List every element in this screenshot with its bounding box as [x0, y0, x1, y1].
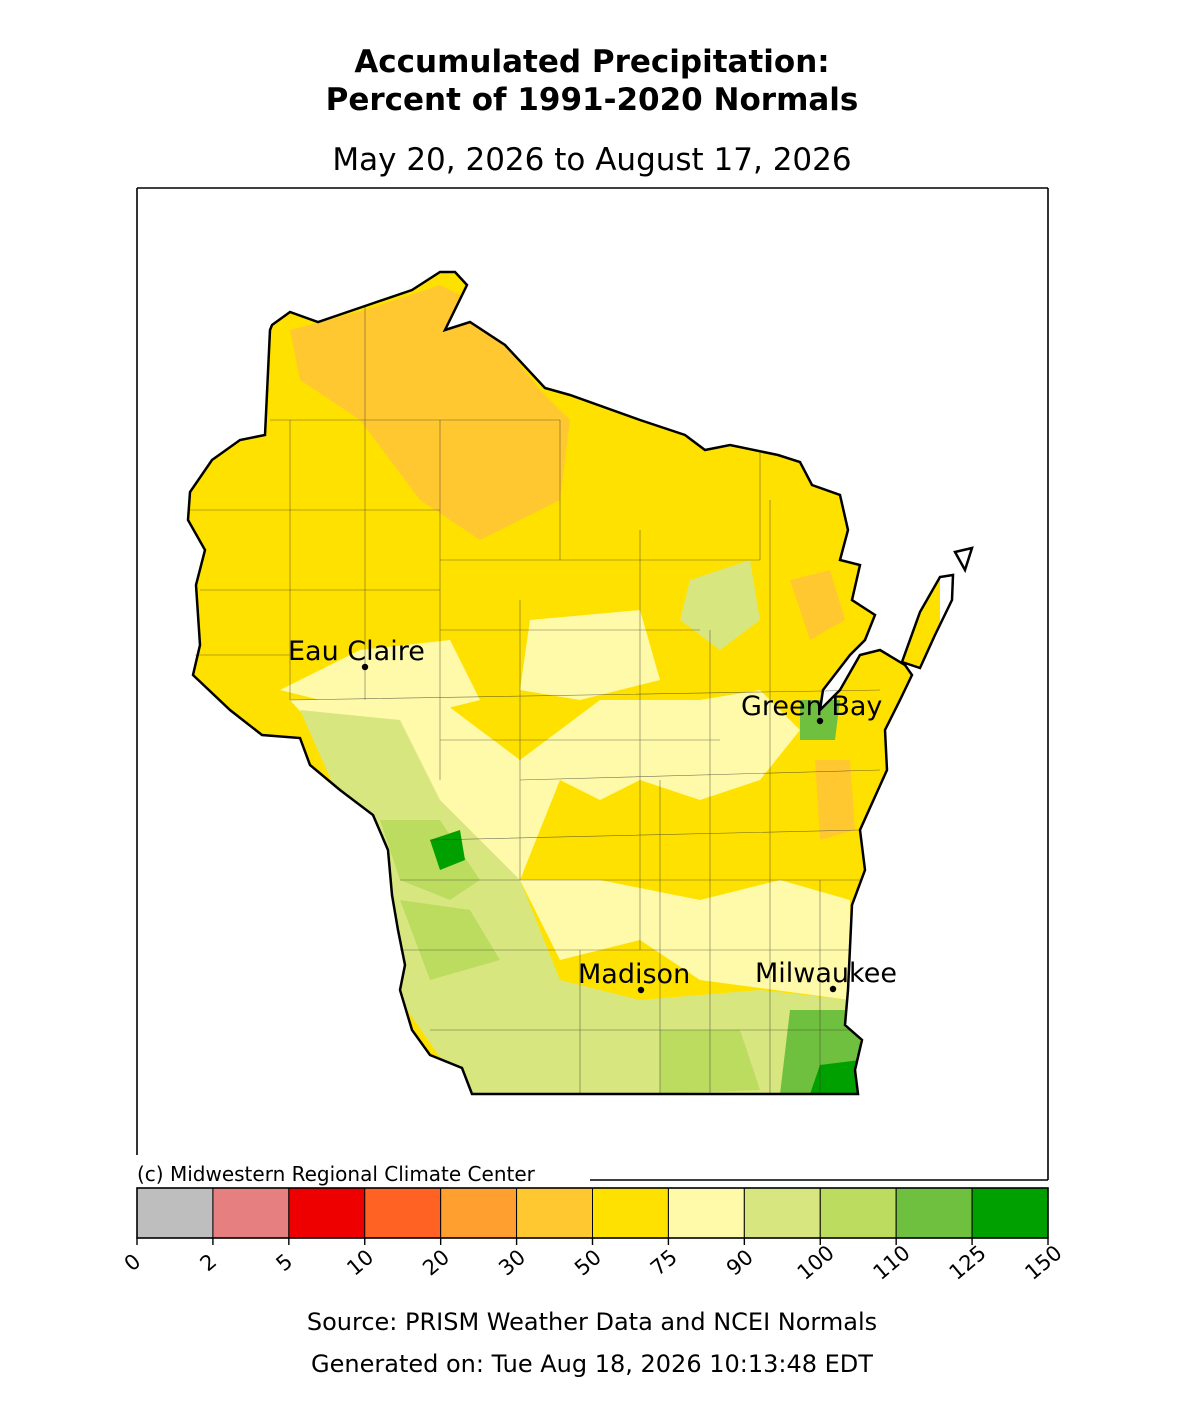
- colorbar-tick-label: 5: [271, 1249, 297, 1276]
- colorbar: 0 2 5 10 20 30 50 75 90 100 110 125 150: [120, 1187, 1067, 1285]
- colorbar-bin: [667, 1187, 745, 1239]
- county-lines: [190, 306, 881, 1094]
- title-line: Accumulated Precipitation:: [354, 44, 829, 80]
- colorbar-tick-label: 110: [869, 1241, 915, 1285]
- state-outline: [186, 270, 974, 1096]
- colorbar-bin: [971, 1187, 1049, 1239]
- colorbar-bin: [895, 1187, 973, 1239]
- colorbar-tick-label: 20: [418, 1245, 454, 1281]
- credit: (c) Midwestern Regional Climate Center: [137, 1162, 536, 1186]
- colorbar-bin: [364, 1187, 442, 1239]
- city-label: Green Bay: [741, 691, 882, 722]
- generated: Generated on: Tue Aug 18, 2026 10:13:48 …: [311, 1350, 873, 1378]
- colorbar-bin: [440, 1187, 518, 1239]
- colorbar-bin: [743, 1187, 821, 1239]
- city-dot: [637, 986, 645, 994]
- colorbar-bin: [592, 1187, 669, 1239]
- city-label: Madison: [578, 959, 690, 990]
- colorbar-tick-label: 150: [1020, 1241, 1066, 1285]
- cities: Eau Claire Green Bay Madison Milwaukee: [288, 636, 897, 994]
- colorbar-bin: [288, 1187, 366, 1239]
- colorbar-bin: [819, 1187, 897, 1239]
- colorbar-tick-label: 2: [196, 1249, 222, 1276]
- city-dot: [361, 663, 369, 671]
- colorbar-tick-label: 100: [793, 1241, 839, 1285]
- title-line: Percent of 1991-2020 Normals: [326, 82, 859, 118]
- source: Source: PRISM Weather Data and NCEI Norm…: [307, 1308, 877, 1336]
- map-frame: [136, 187, 1049, 1181]
- city-label: Milwaukee: [755, 958, 897, 989]
- colorbar-tick-label: 0: [120, 1249, 146, 1276]
- colorbar-bin: [212, 1187, 290, 1239]
- colorbar-tick-label: 10: [342, 1245, 378, 1281]
- city-dot: [816, 717, 824, 725]
- colorbar-tick-label: 90: [722, 1245, 758, 1281]
- city-dot: [829, 985, 837, 993]
- colorbar-tick-label: 125: [945, 1241, 991, 1285]
- subtitle: May 20, 2026 to August 17, 2026: [332, 142, 851, 178]
- colorbar-tick-label: 30: [494, 1245, 530, 1281]
- colorbar-bin: [516, 1187, 593, 1239]
- city-label: Eau Claire: [288, 636, 425, 667]
- colorbar-tick-label: 75: [646, 1245, 682, 1281]
- colorbar-bin: [136, 1187, 214, 1239]
- colorbar-tick-label: 50: [570, 1245, 606, 1281]
